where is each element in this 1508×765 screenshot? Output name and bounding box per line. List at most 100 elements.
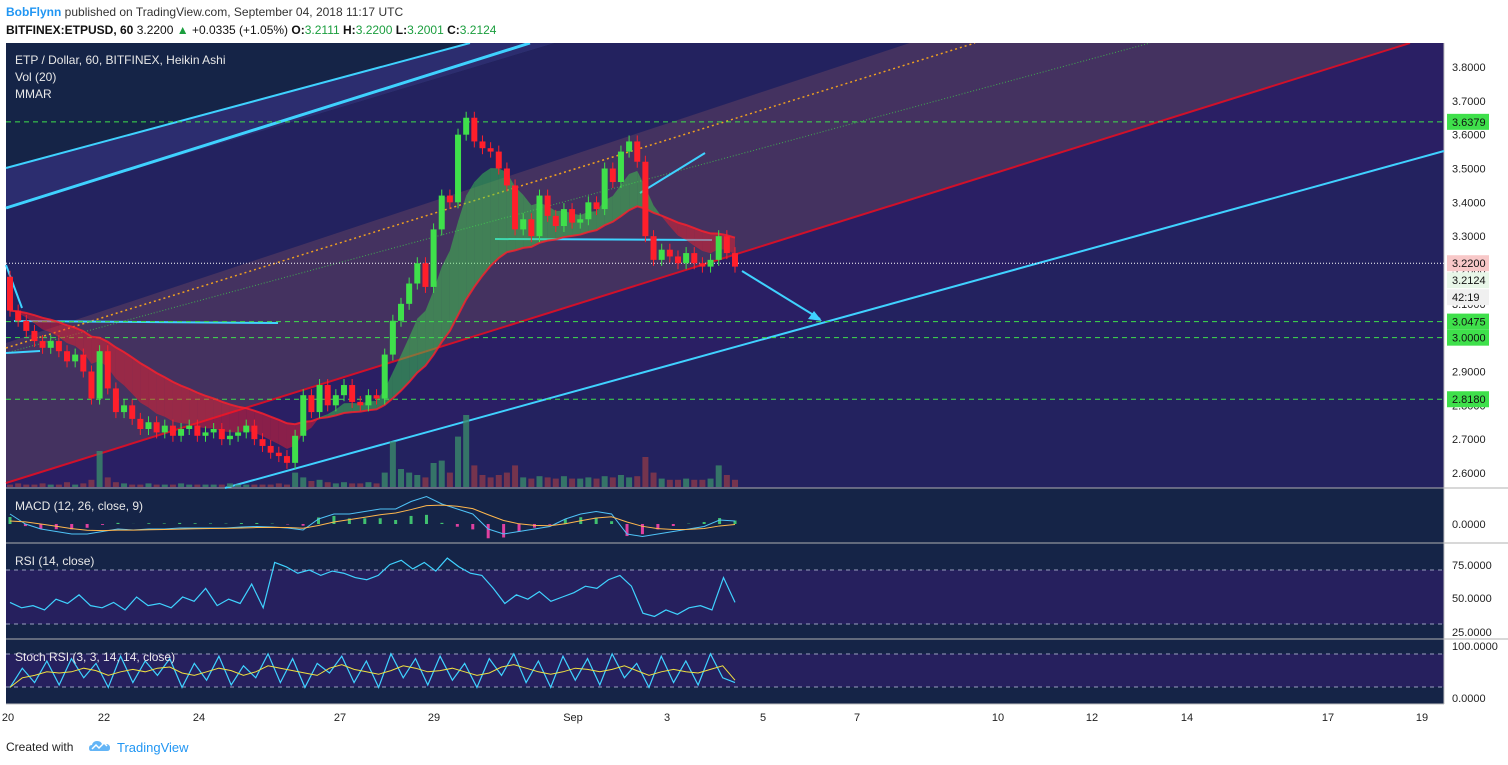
upper-channel-line-2[interactable] — [5, 43, 531, 210]
x-tick-label: 17 — [1322, 712, 1334, 724]
ma-ribbon-segment — [58, 322, 68, 344]
candle — [64, 351, 71, 362]
candle — [112, 388, 119, 413]
macd-histogram-bar — [718, 518, 722, 524]
volume-bar — [520, 477, 527, 487]
candle — [503, 168, 510, 186]
up-arrow-icon: ▲ — [176, 23, 189, 37]
macd-histogram-bar — [671, 524, 675, 527]
ma-ribbon-segment — [197, 392, 206, 429]
macd-histogram-bar — [85, 524, 89, 528]
candle — [455, 134, 462, 203]
tradingview-cloud-icon[interactable] — [88, 738, 114, 754]
price-label-bg — [1447, 113, 1489, 130]
macd-histogram-bar — [656, 524, 660, 530]
candle — [617, 151, 624, 183]
candle — [552, 215, 559, 227]
volume-bar — [23, 484, 30, 487]
ma-ribbon-segment — [132, 357, 141, 403]
candle — [292, 435, 299, 463]
candle — [674, 256, 681, 264]
candle — [658, 249, 665, 260]
candle — [340, 385, 347, 396]
macd-histogram-bar — [548, 524, 552, 525]
ma-ribbon-segment — [409, 318, 418, 383]
candle — [31, 330, 38, 342]
macd-histogram-bar — [440, 522, 444, 524]
ma-ribbon-segment — [498, 168, 507, 258]
candle — [512, 185, 519, 230]
symbol-line: BITFINEX:ETPUSD, 60 3.2200 ▲ +0.0335 (+1… — [6, 23, 496, 37]
macd-histogram-bar — [147, 523, 151, 524]
author-name[interactable]: BobFlynn — [6, 5, 62, 19]
last-price: 3.2200 — [136, 23, 174, 37]
volume-bar — [626, 477, 633, 487]
candle — [389, 320, 396, 355]
ma-ribbon-segment — [425, 290, 434, 366]
volume-bar — [617, 475, 624, 487]
volume-bar — [495, 475, 502, 487]
forecast-arrow[interactable] — [741, 270, 821, 320]
candle — [365, 395, 372, 406]
ma-ribbon-segment — [205, 395, 214, 429]
volume-bar — [80, 483, 87, 487]
chart-area[interactable]: 3.80003.70003.60003.50003.40003.30003.20… — [0, 43, 1508, 731]
header-bar: BobFlynn published on TradingView.com, S… — [0, 0, 1508, 43]
tradingview-link[interactable]: TradingView — [117, 740, 189, 755]
volume-bar — [569, 478, 576, 487]
dotted-green-trendline[interactable] — [5, 43, 1151, 354]
candle — [316, 385, 323, 413]
y-tick-label: 3.7000 — [1452, 96, 1486, 108]
ma-ribbon-segment — [482, 168, 491, 276]
ma-ribbon-segment — [449, 221, 459, 331]
upper-channel-line[interactable] — [5, 43, 471, 169]
price-label: 3.2200 — [1452, 258, 1486, 270]
volume-bar — [471, 465, 478, 487]
lower-channel-line[interactable] — [224, 150, 1445, 489]
ma-ribbon-segment — [115, 347, 125, 386]
ma-ribbon-segment — [189, 388, 198, 427]
x-tick-label: 7 — [854, 712, 860, 724]
ma-ribbon-segment — [653, 205, 662, 217]
price-change: +0.0335 (+1.05%) — [191, 23, 289, 37]
candle — [47, 341, 54, 348]
x-tick-label: 14 — [1181, 712, 1193, 724]
candle — [438, 195, 445, 230]
candle — [243, 425, 250, 433]
volume-bar — [512, 465, 519, 487]
volume-bar — [96, 451, 103, 487]
publish-info: published on TradingView.com, September … — [64, 5, 404, 19]
macd-histogram-bar — [70, 524, 74, 530]
candle — [218, 429, 225, 440]
volume-bar — [634, 476, 641, 487]
volume-bar — [398, 469, 405, 487]
y-tick-label: 2.9000 — [1452, 367, 1486, 379]
dotted-trendline[interactable] — [5, 43, 976, 349]
volume-bar — [324, 482, 331, 487]
volume-bar — [300, 477, 307, 487]
x-tick-label: 19 — [1416, 712, 1428, 724]
volume-bar — [292, 472, 299, 487]
rsi-title: RSI (14, close) — [15, 554, 94, 568]
candle — [104, 351, 111, 389]
vol-legend: Vol (20) — [15, 70, 56, 84]
candle — [178, 429, 185, 436]
macd-histogram-bar — [8, 517, 12, 524]
macd-pane[interactable] — [6, 488, 1444, 543]
volume-bar — [463, 415, 470, 487]
volume-bar — [650, 472, 657, 487]
footer: Created with TradingView — [0, 730, 1508, 765]
volume-bar — [707, 478, 714, 487]
volume-bar — [283, 484, 290, 487]
volume-bar — [422, 477, 429, 487]
close-label: C: — [447, 23, 460, 37]
ma-ribbon-segment — [140, 363, 149, 408]
stoch-k-line — [9, 652, 736, 689]
volume-bar — [178, 483, 185, 487]
candle — [145, 422, 152, 430]
volume-bar — [137, 484, 144, 487]
high-value: 3.2200 — [355, 23, 393, 37]
x-tick-label: 10 — [992, 712, 1004, 724]
candle — [430, 229, 437, 287]
y-tick-label: 3.3000 — [1452, 231, 1486, 243]
